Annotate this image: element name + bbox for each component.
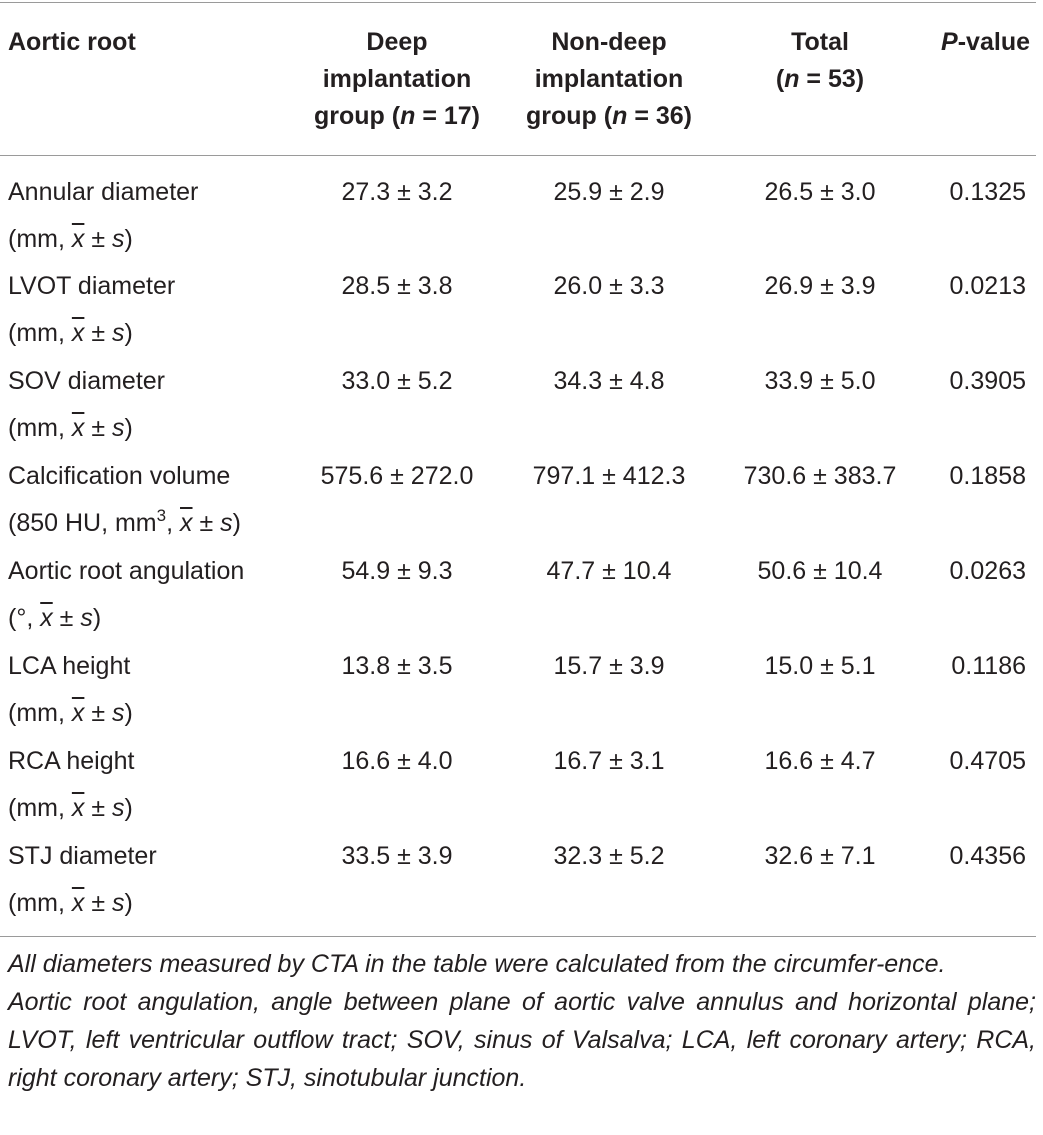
cell-nondeep: 47.7 ± 10.4 [546, 557, 672, 585]
table-row: SOV diameter (mm, x ± s) 33.0 ± 5.2 34.3 ± … [0, 358, 1036, 453]
row-unit: (mm, x ± s) [8, 794, 133, 822]
header-aortic-root: Aortic root [8, 28, 136, 56]
cell-total: 16.6 ± 4.7 [764, 747, 876, 775]
table-row: STJ diameter (mm, x ± s) 33.5 ± 3.9 32.3 ± … [0, 833, 1036, 928]
cell-total: 50.6 ± 10.4 [757, 557, 883, 585]
cell-p-value: 0.4705 [949, 747, 1026, 775]
table-row: LCA height (mm, x ± s) 13.8 ± 3.5 15.7 ± 3.… [0, 643, 1036, 738]
table-header-row: Aortic root Deep implantation group (n =… [0, 0, 1036, 155]
row-label: STJ diameter (mm, x ± s) [0, 833, 298, 928]
row-label: LCA height (mm, x ± s) [0, 643, 298, 738]
top-rule [0, 2, 1036, 3]
header-rule [0, 155, 1036, 156]
cell-p-value: 0.0263 [949, 557, 1026, 585]
table-row: LVOT diameter (mm, x ± s) 28.5 ± 3.8 26.0 ±… [0, 263, 1036, 358]
superscript: 3 [156, 506, 167, 525]
table-row: RCA height (mm, x ± s) 16.6 ± 4.0 16.7 ± 3.… [0, 738, 1036, 833]
row-unit: (mm, x ± s) [8, 414, 133, 442]
footnote-diameters: All diameters measured by CTA in the tab… [8, 950, 946, 978]
cell-p-value: 0.3905 [949, 367, 1026, 395]
table-footnotes: All diameters measured by CTA in the tab… [8, 945, 1036, 1097]
row-label: LVOT diameter (mm, x ± s) [0, 263, 298, 358]
cell-nondeep: 26.0 ± 3.3 [553, 272, 665, 300]
cell-total: 32.6 ± 7.1 [764, 842, 876, 870]
table-row: Annular diameter (mm, x ± s) 27.3 ± 3.2 25.… [0, 155, 1036, 263]
row-unit: (mm, x ± s) [8, 699, 133, 727]
cell-nondeep: 25.9 ± 2.9 [553, 178, 665, 206]
row-label: Calcification volume (850 HU, mm3, x ± s) [0, 453, 298, 548]
row-label: Annular diameter (mm, x ± s) [0, 155, 298, 263]
table-row: Calcification volume (850 HU, mm3, x ± s)… [0, 453, 1036, 548]
cell-total: 15.0 ± 5.1 [764, 652, 876, 680]
cell-deep: 27.3 ± 3.2 [341, 178, 453, 206]
row-unit: (mm, x ± s) [8, 889, 133, 917]
cell-deep: 54.9 ± 9.3 [341, 557, 453, 585]
header-deep-group: Deep implantation group (n = 17) [314, 28, 480, 130]
table-row: Aortic root angulation (°, x ± s) 54.9 ± 9… [0, 548, 1036, 643]
cell-p-value: 0.4356 [949, 842, 1026, 870]
cell-p-value: 0.1186 [951, 652, 1026, 680]
cell-nondeep: 32.3 ± 5.2 [553, 842, 665, 870]
cell-total: 33.9 ± 5.0 [764, 367, 876, 395]
cell-p-value: 0.1858 [949, 462, 1026, 490]
cell-p-value: 0.1325 [949, 178, 1026, 206]
cell-deep: 33.5 ± 3.9 [341, 842, 453, 870]
bottom-rule [0, 936, 1036, 937]
cell-deep: 28.5 ± 3.8 [341, 272, 453, 300]
row-unit: (850 HU, mm3, x ± s) [8, 506, 241, 537]
cell-p-value: 0.0213 [949, 272, 1026, 300]
row-label: RCA height (mm, x ± s) [0, 738, 298, 833]
header-nondeep-group: Non-deep implantation group (n = 36) [526, 28, 692, 130]
aortic-root-table: Aortic root Deep implantation group (n =… [0, 0, 1036, 928]
cell-deep: 575.6 ± 272.0 [320, 462, 474, 490]
cell-deep: 33.0 ± 5.2 [341, 367, 453, 395]
cell-nondeep: 15.7 ± 3.9 [553, 652, 665, 680]
row-unit: (mm, x ± s) [8, 225, 133, 253]
row-label: Aortic root angulation (°, x ± s) [0, 548, 298, 643]
header-p-value: P-value [941, 28, 1030, 56]
cell-total: 26.5 ± 3.0 [764, 178, 876, 206]
cell-total: 26.9 ± 3.9 [764, 272, 876, 300]
header-total: Total (n = 53) [775, 28, 865, 93]
footnote-abbreviations: Aortic root angulation, angle between pl… [8, 988, 1036, 1092]
row-unit: (°, x ± s) [8, 604, 102, 632]
cell-nondeep: 797.1 ± 412.3 [532, 462, 686, 490]
cell-nondeep: 16.7 ± 3.1 [553, 747, 665, 775]
cell-total: 730.6 ± 383.7 [743, 462, 897, 490]
cell-nondeep: 34.3 ± 4.8 [553, 367, 665, 395]
row-label: SOV diameter (mm, x ± s) [0, 358, 298, 453]
row-unit: (mm, x ± s) [8, 319, 133, 347]
cell-deep: 13.8 ± 3.5 [341, 652, 453, 680]
cell-deep: 16.6 ± 4.0 [341, 747, 453, 775]
